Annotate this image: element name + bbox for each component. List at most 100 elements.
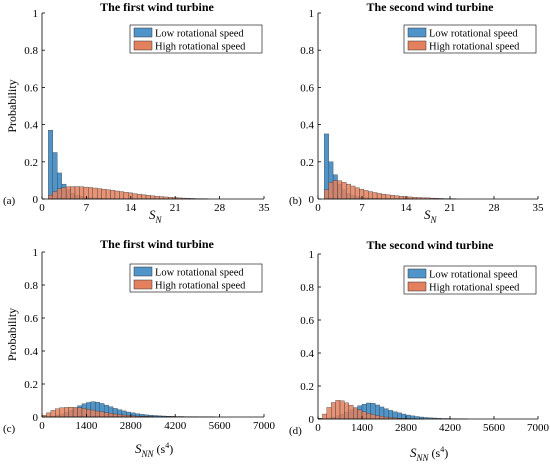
x-tick-label: 5600 <box>209 420 232 432</box>
high-speed-bar <box>123 192 129 200</box>
x-tick-label: 1400 <box>75 420 98 432</box>
y-tick-label: 0.8 <box>300 45 314 57</box>
panel-label: (b) <box>289 195 302 207</box>
high-speed-bar <box>366 413 371 420</box>
y-axis-label: Probability <box>5 79 19 132</box>
legend-label-high: High rotational speed <box>429 42 520 53</box>
high-speed-bar <box>101 188 107 200</box>
high-speed-bar <box>398 196 404 200</box>
y-tick-label: 0 <box>33 194 39 206</box>
x-tick-label: 35 <box>533 202 545 214</box>
high-speed-bar <box>50 410 56 418</box>
legend-swatch-low <box>407 268 427 279</box>
high-speed-series <box>41 407 171 418</box>
high-speed-bar <box>61 187 67 200</box>
y-tick-label: 0 <box>309 194 315 206</box>
high-speed-series <box>317 400 424 420</box>
y-tick-label: 0.6 <box>300 315 314 327</box>
legend-swatch-high <box>407 281 427 292</box>
high-speed-bar <box>370 414 376 420</box>
high-speed-bar <box>381 193 387 200</box>
high-speed-bar <box>46 412 52 418</box>
y-tick-label: 0.2 <box>300 381 314 393</box>
x-tick-label: 14 <box>401 202 413 214</box>
high-speed-bar <box>59 407 65 418</box>
high-speed-bar <box>363 190 369 200</box>
x-tick-label: 28 <box>489 202 501 214</box>
high-speed-bar <box>108 413 114 418</box>
x-tick-label: 28 <box>214 202 226 214</box>
x-axis-label: SNN (s4) <box>135 441 173 459</box>
y-tick-label: 0.4 <box>24 120 38 132</box>
high-speed-bar <box>376 193 382 200</box>
high-speed-bar <box>65 186 71 200</box>
y-tick-label: 0.8 <box>24 45 38 57</box>
x-tick-label: 4200 <box>439 422 462 434</box>
high-speed-bar <box>154 196 160 200</box>
x-tick-label: 7 <box>359 202 365 214</box>
high-speed-bar <box>88 187 93 200</box>
y-tick-label: 0.6 <box>24 82 38 94</box>
y-tick-label: 1 <box>33 247 39 259</box>
legend-swatch-low <box>133 27 153 38</box>
high-speed-bar <box>375 415 380 420</box>
legend-label-high: High rotational speed <box>429 283 520 294</box>
high-speed-bar <box>341 182 347 200</box>
y-tick-label: 1 <box>33 8 39 20</box>
high-speed-series <box>48 186 209 200</box>
legend-swatch-low <box>133 266 153 277</box>
chart-title: The first wind turbine <box>100 237 214 251</box>
high-speed-bar <box>385 194 391 200</box>
high-speed-bar <box>112 413 118 418</box>
y-axis-label: Probability <box>5 308 19 361</box>
y-tick-label: 0.2 <box>24 157 38 169</box>
y-tick-label: 0.4 <box>24 346 38 358</box>
low-speed-bar <box>48 130 53 200</box>
high-speed-bar <box>350 185 356 200</box>
legend: Low rotational speed High rotational spee… <box>403 24 537 54</box>
x-axis-label: SN <box>149 207 163 225</box>
legend-label-low: Low rotational speed <box>155 268 244 279</box>
high-speed-bar <box>390 195 395 200</box>
high-speed-bar <box>324 189 329 200</box>
chart-title: The second wind turbine <box>366 238 494 252</box>
y-tick-label: 1 <box>309 8 315 20</box>
y-tick-label: 0.8 <box>300 282 314 294</box>
low-speed-bar <box>324 133 329 200</box>
high-speed-bar <box>52 191 58 200</box>
high-speed-bar <box>339 400 345 420</box>
legend-label-low: Low rotational speed <box>429 29 518 40</box>
high-speed-bar <box>99 411 105 418</box>
high-speed-bar <box>361 411 367 420</box>
x-tick-label: 0 <box>39 420 45 432</box>
panel-label: (a) <box>3 195 16 207</box>
high-speed-bar <box>353 407 358 420</box>
high-speed-bar <box>105 189 111 200</box>
y-tick-label: 0.8 <box>24 280 38 292</box>
legend: Low rotational speed High rotational spee… <box>129 24 263 54</box>
high-speed-bar <box>348 405 354 420</box>
chart-panel-d: 0 1400 2800 4200 5600 7000 0 0.2 0.4 0.6 0.8 1 The s… <box>289 238 550 463</box>
y-tick-label: 0 <box>309 414 315 426</box>
high-speed-bar <box>136 193 142 200</box>
x-tick-label: 1400 <box>351 422 374 434</box>
x-tick-label: 21 <box>170 202 181 214</box>
panel-label: (d) <box>289 425 302 437</box>
high-speed-bar <box>70 186 76 200</box>
legend-label-low: Low rotational speed <box>429 270 518 281</box>
x-tick-label: 4200 <box>164 420 187 432</box>
x-tick-label: 14 <box>125 202 137 214</box>
x-axis-label-close-paren: ) <box>444 446 448 460</box>
x-tick-label: 35 <box>259 202 271 214</box>
high-speed-bar <box>92 187 98 200</box>
high-speed-bar <box>132 193 138 200</box>
legend-swatch-high <box>407 40 427 51</box>
high-speed-bar <box>119 191 124 200</box>
y-tick-label: 0.6 <box>24 313 38 325</box>
x-axis-label: SNN (s4) <box>410 445 448 463</box>
y-tick-label: 0.2 <box>24 379 38 391</box>
high-speed-bar <box>145 195 151 200</box>
high-speed-bar <box>95 410 100 418</box>
high-speed-bar <box>97 188 102 200</box>
x-tick-label: 5600 <box>483 422 506 434</box>
